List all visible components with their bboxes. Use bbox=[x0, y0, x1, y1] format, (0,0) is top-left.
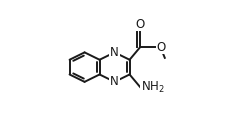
Text: O: O bbox=[136, 18, 145, 31]
Text: O: O bbox=[156, 41, 166, 54]
Text: N: N bbox=[110, 75, 119, 88]
Text: N: N bbox=[110, 46, 119, 59]
Text: NH$_2$: NH$_2$ bbox=[141, 80, 165, 95]
